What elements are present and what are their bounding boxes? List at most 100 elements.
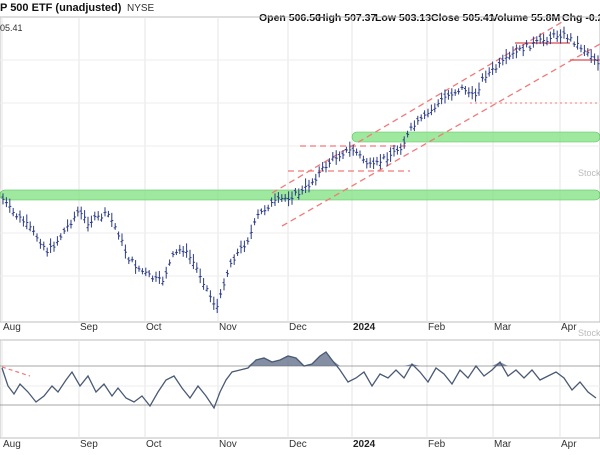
- ohlc-bar: [525, 40, 529, 48]
- x-axis-labels-price: Aug Sep Oct Nov Dec 2024 Feb Mar Apr: [3, 322, 577, 333]
- ohlc-bar: [487, 67, 491, 77]
- ohlc-bar: [212, 296, 216, 310]
- month-label-2024: 2024: [353, 322, 376, 333]
- ohlc-bar: [429, 104, 433, 116]
- month-label-apr: Apr: [561, 322, 577, 333]
- ohlc-bar: [453, 89, 457, 96]
- ohlc-bar: [287, 191, 291, 207]
- ohlc-bar: [514, 44, 518, 59]
- ohlc-bar: [463, 86, 467, 95]
- ohlc-bar: [484, 70, 488, 83]
- ohlc-bar: [317, 166, 321, 178]
- ohlc-bar: [123, 244, 127, 259]
- ohlc-bar: [361, 155, 365, 164]
- ohlc-bar: [321, 162, 325, 172]
- ohlc-bar: [52, 241, 56, 252]
- ohlc-bar: [49, 238, 53, 254]
- month-label-oct: Oct: [146, 439, 162, 450]
- ohlc-bar: [436, 99, 440, 108]
- ohlc-bar: [327, 158, 331, 168]
- ohlc-bar: [341, 150, 345, 159]
- ohlc-bar: [157, 270, 161, 284]
- ohlc-bar: [35, 233, 39, 242]
- ohlc-bar: [151, 275, 155, 282]
- ohlc-bar: [375, 156, 379, 166]
- ohlc-bar: [392, 144, 396, 157]
- ohlc-bar: [256, 209, 260, 219]
- field-volume: Volume 55.8M: [491, 12, 560, 24]
- ohlc-bar: [15, 213, 19, 220]
- month-label-mar: Mar: [494, 439, 512, 450]
- ohlc-bar: [504, 48, 508, 65]
- ohlc-bar: [406, 130, 410, 138]
- x-axis-labels-indicator: Aug Sep Oct Nov Dec 2024 Feb Mar Apr: [3, 439, 577, 450]
- ohlc-bar: [576, 35, 580, 50]
- month-label-nov: Nov: [219, 322, 237, 333]
- ohlc-bar: [270, 197, 274, 207]
- ohlc-bar: [586, 48, 590, 57]
- ohlc-bar: [181, 246, 185, 257]
- ohlc-bar: [314, 173, 318, 186]
- ohlc-bar: [55, 236, 59, 246]
- ohlc-bar: [283, 193, 287, 202]
- ohlc-bar: [117, 231, 121, 240]
- ohlc-bar: [66, 219, 70, 232]
- ohlc-bar: [28, 221, 32, 232]
- ohlc-bar: [307, 179, 311, 193]
- ohlc-bar: [538, 33, 542, 44]
- ohlc-bar: [127, 256, 131, 265]
- ohlc-bar: [572, 41, 576, 47]
- ohlc-bar: [191, 254, 195, 270]
- month-label-aug: Aug: [3, 322, 21, 333]
- ohlc-bar: [18, 210, 22, 223]
- ohlc-bar: [242, 240, 246, 253]
- ohlc-bar: [368, 157, 372, 168]
- ohlc-bar: [596, 55, 600, 71]
- ohlc-bar: [59, 233, 63, 241]
- ohlc-bar: [106, 210, 110, 218]
- ohlc-bar: [399, 143, 403, 155]
- ohlc-bar: [497, 57, 501, 68]
- month-label-aug: Aug: [3, 439, 21, 450]
- ohlc-bar: [511, 46, 515, 59]
- ohlc-bar: [144, 267, 148, 277]
- ohlc-bar: [168, 259, 172, 266]
- ohlc-bar: [32, 225, 36, 236]
- ohlc-bar: [45, 247, 49, 257]
- ohlc-bar: [236, 248, 240, 256]
- rsi-trend-line: [1, 366, 31, 377]
- ohlc-bar: [103, 207, 107, 217]
- ohlc-bar: [79, 206, 83, 220]
- ohlc-bar: [38, 238, 42, 249]
- ohlc-bar: [239, 240, 243, 254]
- ohlc-bar: [174, 249, 178, 256]
- ohlc-bar: [93, 211, 97, 221]
- ohlc-bar: [528, 45, 532, 52]
- ohlc-bar: [249, 224, 253, 240]
- ohlc-bar: [542, 33, 546, 47]
- ohlc-bar: [113, 223, 117, 230]
- ohlc-bar: [246, 237, 250, 245]
- ohlc-bar: [205, 285, 209, 292]
- ohlc-bar: [208, 290, 212, 303]
- ohlc-bar: [579, 44, 583, 53]
- ohlc-bar: [385, 152, 389, 167]
- ohlc-bar: [290, 191, 294, 205]
- ohlc-bar: [25, 214, 29, 230]
- ohlc-bar: [134, 260, 138, 274]
- ohlc-bar: [89, 215, 93, 228]
- ohlc-bar: [11, 207, 15, 217]
- month-label-sep: Sep: [80, 439, 98, 450]
- ohlc-bar: [202, 278, 206, 290]
- channel-lower-line: [281, 43, 600, 227]
- ohlc-bar: [344, 146, 348, 153]
- ohlc-bar: [222, 278, 226, 291]
- ohlc-bar: [582, 45, 586, 57]
- ohlc-bar: [358, 150, 362, 159]
- ohlc-bar: [304, 178, 308, 193]
- ohlc-bar: [72, 211, 76, 222]
- ohlc-bar: [545, 36, 549, 46]
- ohlc-bar: [440, 92, 444, 105]
